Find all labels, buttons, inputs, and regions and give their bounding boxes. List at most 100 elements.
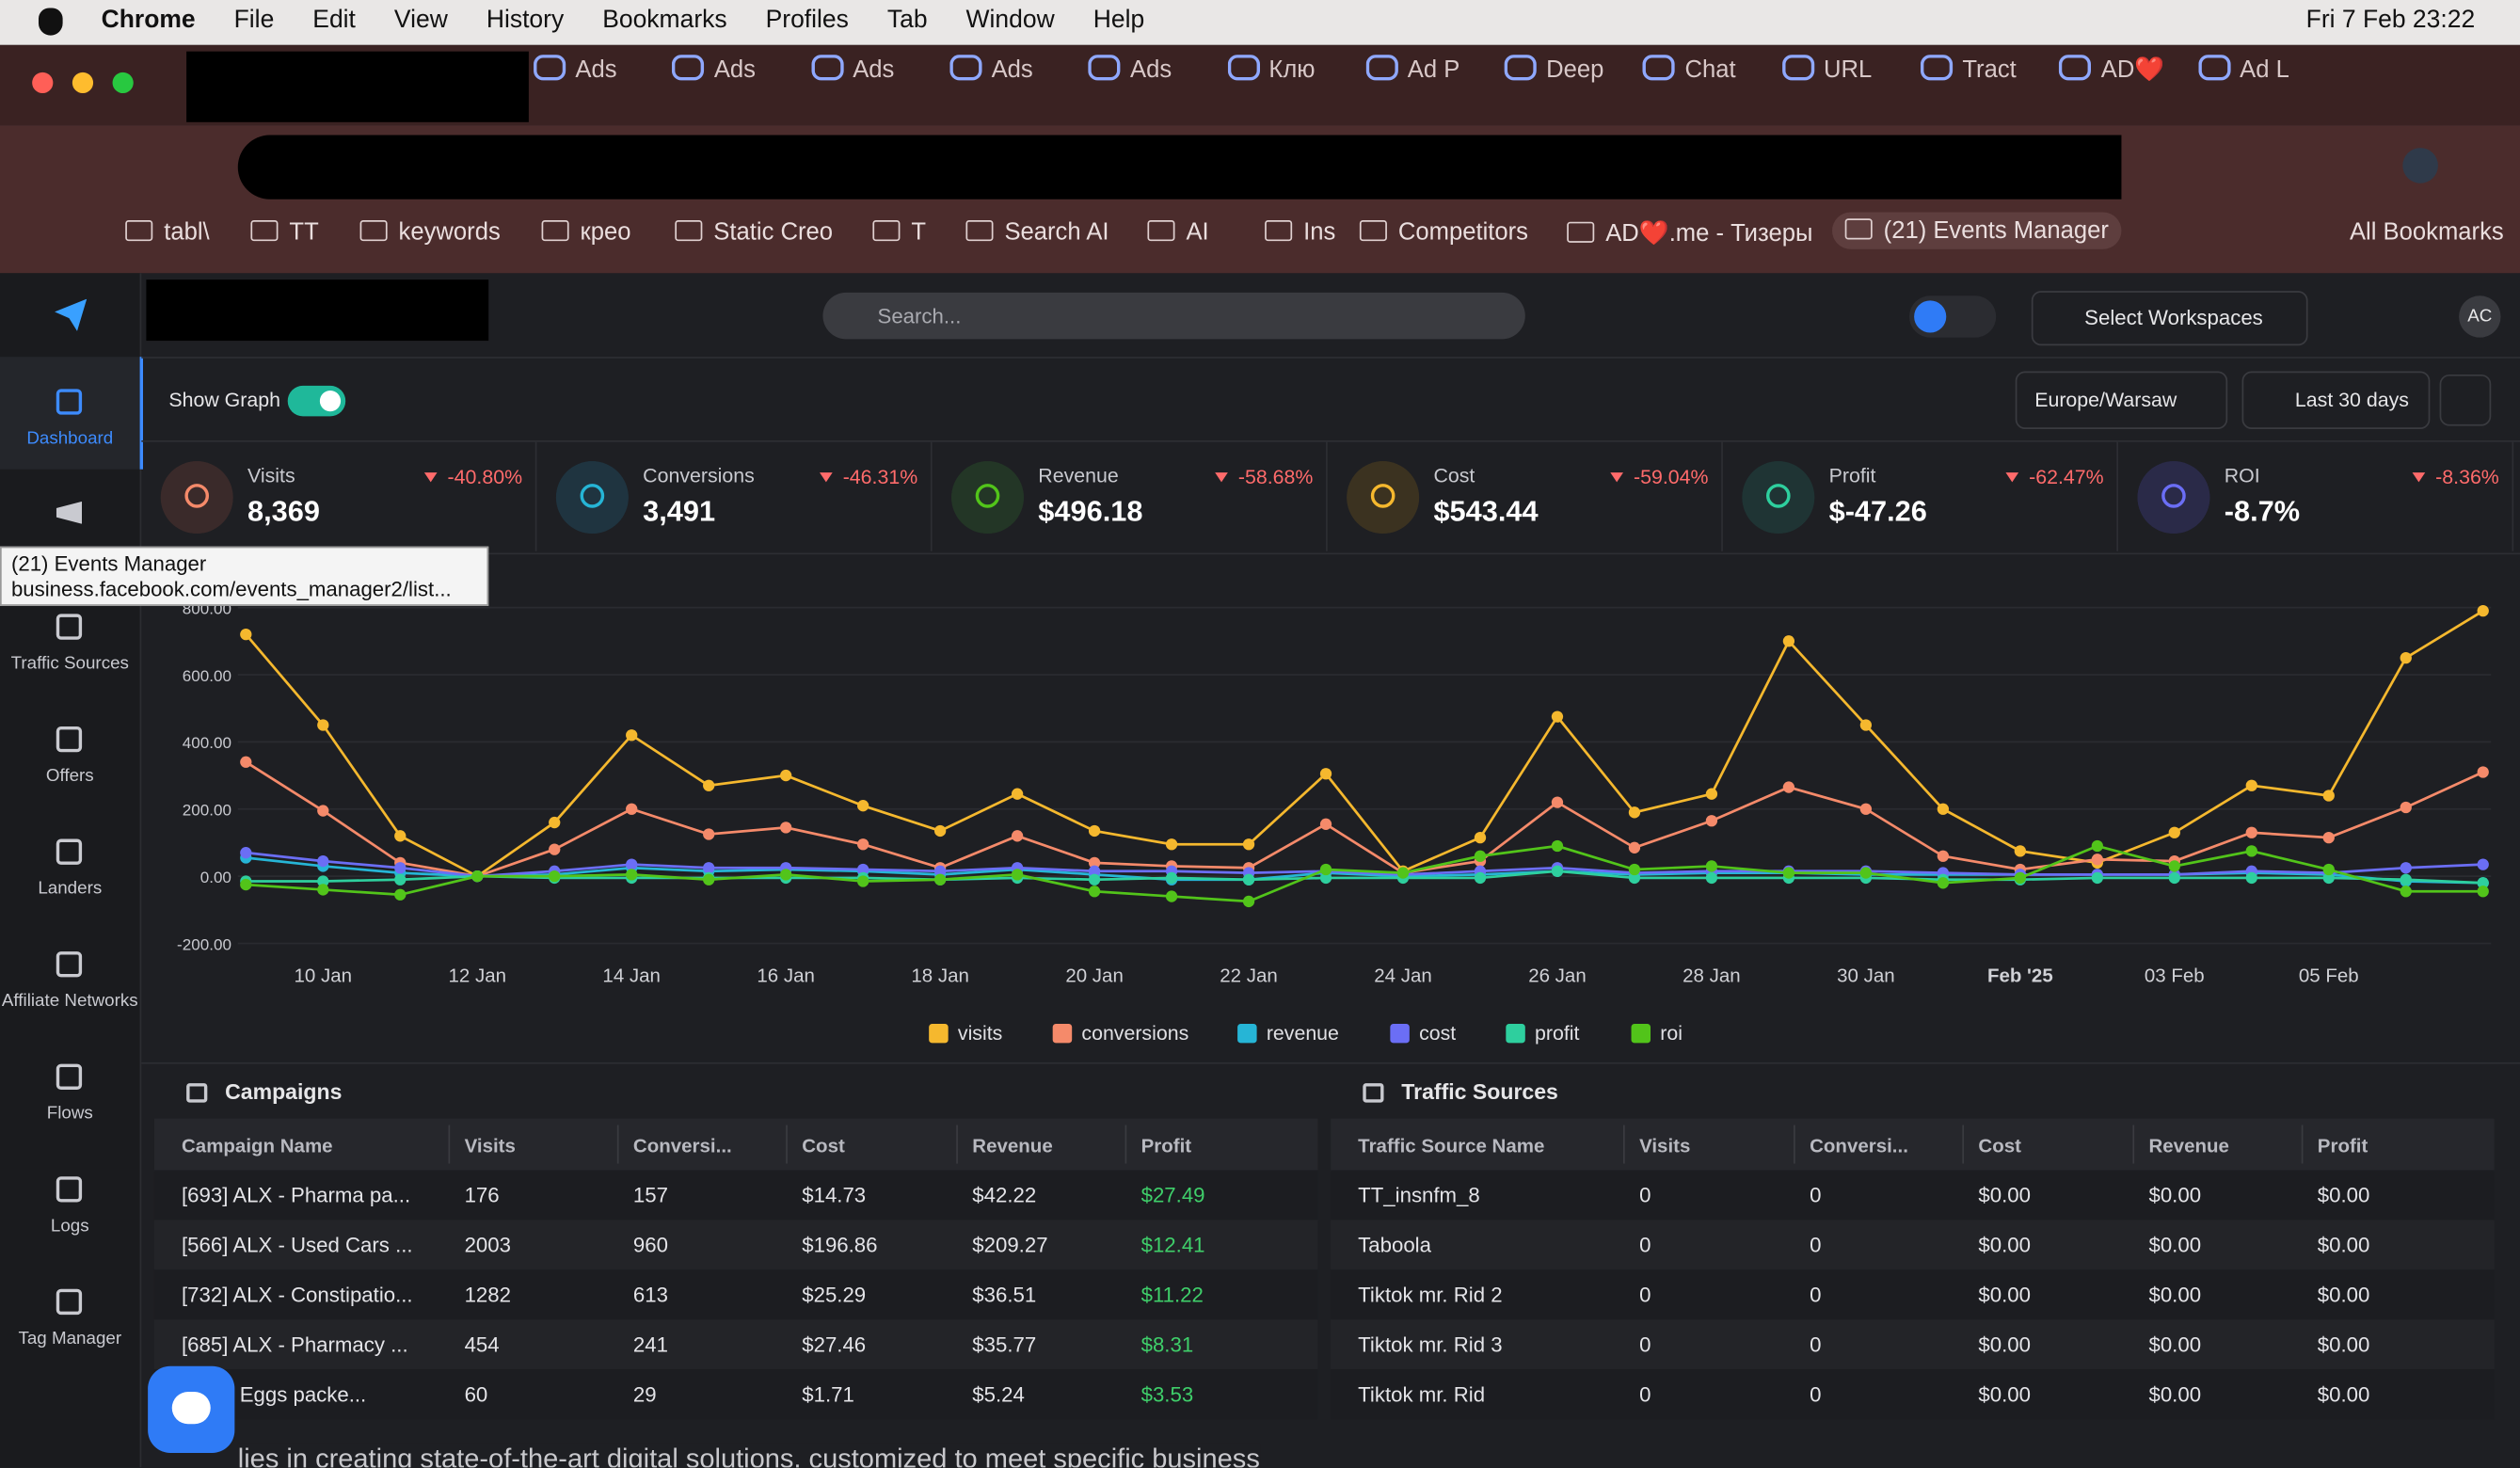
tab[interactable]: Chat	[1643, 55, 1772, 112]
table-row[interactable]	[1331, 1269, 2495, 1320]
bookmark[interactable]: T	[872, 218, 926, 246]
minimize-window[interactable]	[72, 72, 94, 94]
bookmark[interactable]: AD❤️.me - Тизеры	[1567, 218, 1812, 247]
data-point	[2322, 790, 2335, 802]
table-row[interactable]	[1331, 1319, 2495, 1370]
menu-item[interactable]: Edit	[312, 6, 356, 34]
sidebar-icon[interactable]	[56, 389, 83, 415]
column-header[interactable]: Cost	[1978, 1134, 2021, 1157]
menu-item[interactable]: Tab	[886, 6, 928, 34]
tab[interactable]: URL	[1781, 55, 1911, 112]
column-header[interactable]: Profit	[2317, 1134, 2368, 1157]
table-row[interactable]	[1331, 1369, 2495, 1420]
tab[interactable]: Ads	[1088, 55, 1218, 112]
range-select[interactable]: Last 30 days	[2241, 371, 2431, 430]
menu-item[interactable]: Window	[965, 6, 1055, 34]
refresh-button[interactable]	[2439, 374, 2492, 426]
sidebar-icon[interactable]	[56, 838, 83, 865]
tab[interactable]: Ad L	[2197, 55, 2327, 112]
sidebar-icon[interactable]	[56, 614, 83, 640]
bookmark[interactable]: крео	[541, 218, 631, 246]
tab[interactable]: Tract	[1920, 55, 2049, 112]
table-row[interactable]	[1331, 1170, 2495, 1221]
search-box[interactable]: Search...	[822, 292, 1525, 340]
workspace-select[interactable]: Select Workspaces	[2031, 291, 2308, 346]
table-cell: 0	[1810, 1183, 1822, 1207]
bookmark[interactable]: (21) Events Manager	[1832, 212, 2122, 249]
column-header[interactable]: Profit	[1140, 1134, 1192, 1157]
sidebar-label[interactable]: Offers	[45, 766, 94, 787]
sidebar-label[interactable]: Affiliate Networks	[1, 991, 138, 1012]
sidebar-icon[interactable]	[56, 951, 83, 978]
tab[interactable]: Ads	[949, 55, 1078, 112]
column-header[interactable]: Conversi...	[632, 1134, 732, 1157]
apple-logo[interactable]	[38, 8, 63, 36]
sidebar-label[interactable]: Dashboard	[26, 429, 114, 449]
tab[interactable]: Ad P	[1365, 55, 1494, 112]
x-tick-label: 28 Jan	[1683, 965, 1741, 987]
tab[interactable]: Ads	[672, 55, 801, 112]
tab-title: Deep	[1546, 56, 1604, 84]
chat-button[interactable]	[148, 1365, 235, 1453]
timezone-select[interactable]: Europe/Warsaw	[2015, 371, 2228, 430]
theme-toggle[interactable]	[1908, 295, 1997, 338]
table-row[interactable]	[153, 1269, 1318, 1320]
sidebar-icon[interactable]	[56, 1176, 83, 1203]
column-header[interactable]: Conversi...	[1810, 1134, 1908, 1157]
sidebar-icon[interactable]	[56, 1063, 83, 1090]
bookmark[interactable]: Search AI	[965, 218, 1109, 246]
menu-item[interactable]: Profiles	[765, 6, 849, 34]
menu-item[interactable]: Bookmarks	[602, 6, 727, 34]
clock[interactable]: Fri 7 Feb 23:22	[2305, 6, 2476, 34]
close-window[interactable]	[32, 72, 54, 94]
sidebar-icon[interactable]	[56, 726, 83, 753]
sidebar-label[interactable]: Tag Manager	[18, 1329, 122, 1348]
menu-item[interactable]: Help	[1093, 6, 1145, 34]
tab[interactable]: Клю	[1226, 55, 1356, 112]
column-header[interactable]: Revenue	[2148, 1134, 2229, 1157]
bookmark[interactable]: Static Creo	[675, 218, 833, 246]
table-row[interactable]	[153, 1170, 1318, 1221]
app-menu[interactable]: Chrome	[101, 6, 196, 34]
maximize-window[interactable]	[112, 72, 134, 94]
profile-icon[interactable]	[2402, 148, 2438, 184]
table-row[interactable]	[1331, 1220, 2495, 1270]
avatar[interactable]: AC	[2459, 295, 2501, 338]
data-point	[856, 863, 869, 876]
column-header[interactable]: Revenue	[972, 1134, 1053, 1157]
bookmark[interactable]: keywords	[359, 218, 501, 246]
address-bar[interactable]	[237, 135, 2122, 199]
column-header[interactable]: Visits	[1639, 1134, 1691, 1157]
stat-card: Cost $543.44 -59.04%	[1328, 441, 1723, 551]
tab[interactable]: Deep	[1504, 55, 1634, 112]
menu-item[interactable]: History	[486, 6, 565, 34]
bookmark[interactable]: Ins	[1265, 218, 1335, 246]
tab[interactable]: Ads	[534, 55, 662, 112]
sidebar-label[interactable]: Traffic Sources	[10, 654, 129, 674]
bookmark[interactable]: tabl\	[125, 218, 210, 246]
column-header[interactable]: Visits	[464, 1134, 516, 1157]
tab[interactable]: AD❤️	[2059, 55, 2188, 112]
sidebar-label[interactable]: Landers	[38, 879, 103, 899]
stat-name: Conversions	[643, 464, 755, 487]
bookmark[interactable]: Competitors	[1359, 218, 1528, 246]
column-header[interactable]: Campaign Name	[181, 1134, 333, 1157]
table-row[interactable]	[153, 1369, 1318, 1420]
bookmark[interactable]: AI	[1147, 218, 1209, 246]
table-row[interactable]	[153, 1220, 1318, 1270]
sidebar-icon[interactable]	[56, 1288, 83, 1316]
table-row[interactable]	[153, 1319, 1318, 1370]
stat-arrow	[2412, 472, 2426, 483]
sidebar-label[interactable]: Flows	[46, 1104, 93, 1124]
tab[interactable]: Ads	[810, 55, 940, 112]
bookmark[interactable]: TT	[250, 218, 319, 246]
column-header[interactable]: Traffic Source Name	[1358, 1134, 1545, 1157]
column-header[interactable]: Cost	[802, 1134, 845, 1157]
menu-item[interactable]: File	[233, 6, 275, 34]
show-graph-switch[interactable]	[287, 385, 346, 417]
menu-item[interactable]: View	[393, 6, 448, 34]
all-bookmarks[interactable]: All Bookmarks	[2349, 218, 2504, 247]
data-point	[2477, 877, 2489, 889]
sidebar-icon[interactable]	[56, 501, 83, 524]
sidebar-label[interactable]: Logs	[50, 1216, 89, 1237]
